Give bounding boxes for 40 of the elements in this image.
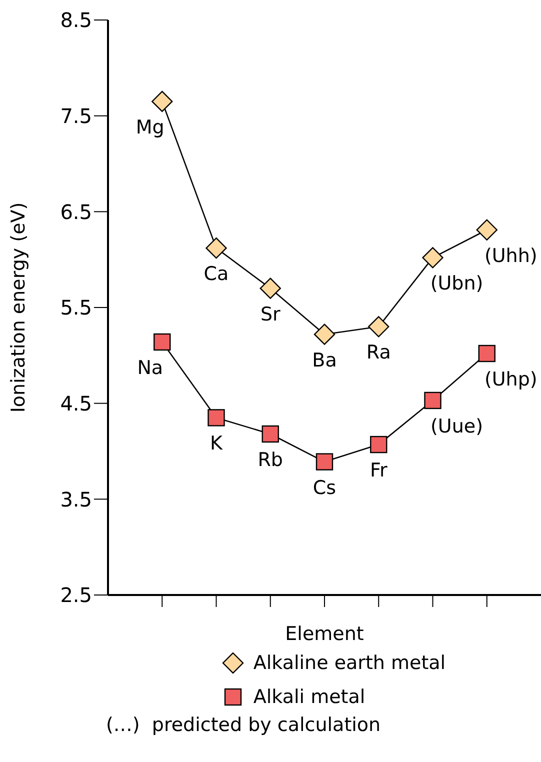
point — [208, 409, 225, 426]
point — [262, 425, 279, 443]
data-label: Fr — [370, 460, 388, 482]
point — [368, 316, 390, 338]
y-tick-label: 8.5 — [60, 8, 92, 32]
data-label: Ca — [204, 263, 229, 286]
data-label: (Uhp) — [484, 368, 538, 390]
legend-label: Alkaline earth metal — [253, 652, 446, 674]
data-label: Sr — [260, 303, 280, 326]
point — [422, 247, 444, 268]
point — [152, 90, 173, 112]
point — [370, 436, 388, 454]
y-axis-title: Ionization energy (eV) — [8, 202, 30, 413]
point — [316, 453, 334, 470]
data-label: Rb — [258, 449, 284, 471]
data-label: K — [210, 432, 224, 455]
data-label: Ra — [366, 342, 391, 364]
point — [154, 333, 171, 351]
y-tick-label: 6.5 — [60, 200, 92, 224]
x-axis-title: Element — [285, 623, 364, 645]
data-label: Ba — [312, 349, 337, 372]
data-label: Cs — [312, 476, 336, 499]
data-label: Mg — [136, 116, 164, 138]
y-tick-label: 7.5 — [60, 104, 92, 128]
y-tick-label: 2.5 — [60, 583, 92, 608]
point — [314, 324, 336, 345]
data-label: (Uhh) — [484, 244, 538, 267]
data-label: (Ubn) — [430, 272, 484, 295]
legend-label: Alkali metal — [253, 686, 366, 708]
point — [476, 219, 498, 240]
y-tick-label: 4.5 — [60, 391, 92, 416]
data-label: (Uue) — [430, 415, 483, 438]
y-tick-label: 5.5 — [60, 296, 92, 320]
point — [260, 278, 281, 299]
point — [478, 344, 496, 362]
data-label: Na — [137, 357, 164, 379]
y-tick-label: 3.5 — [60, 487, 92, 512]
point — [206, 237, 227, 259]
point — [424, 392, 442, 410]
text: (…) predicted by calculation — [105, 714, 382, 736]
